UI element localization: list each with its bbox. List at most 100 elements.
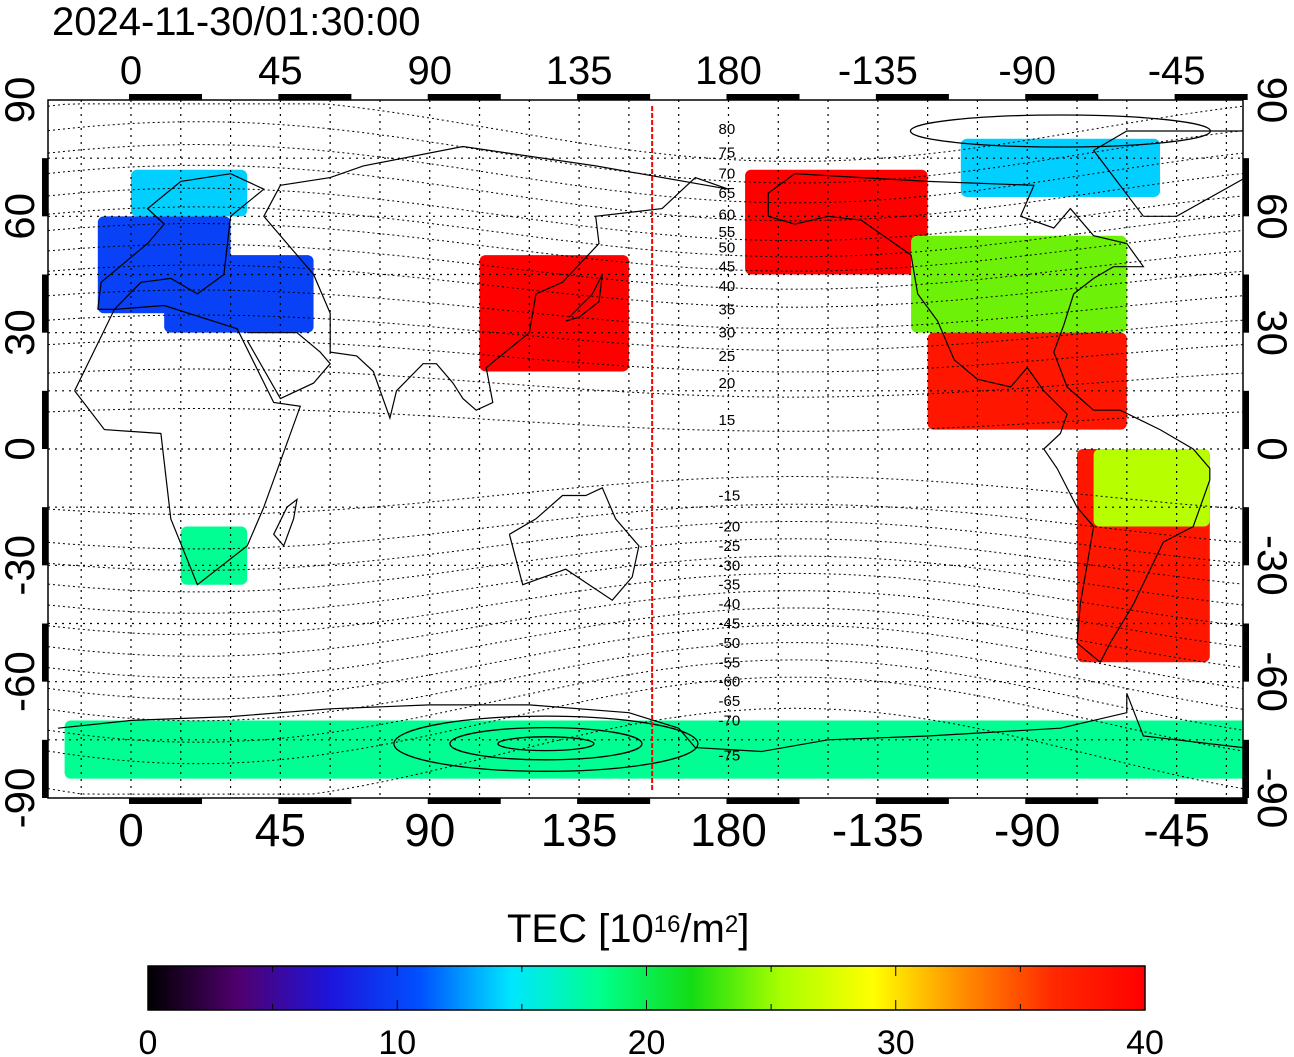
axis-tick-bar [1243, 274, 1249, 333]
contour-label: 80 [718, 121, 735, 138]
axis-tick-bar [726, 798, 800, 804]
axis-tick-bar [1174, 94, 1248, 100]
axis-tick-bar [427, 94, 501, 100]
colorbar: 0 10 20 30 40 [139, 965, 1164, 1057]
axis-tick-bar [1243, 623, 1249, 682]
axis-tick-labels: 0 45 90 135 180 -135 -90 -450 45 90 135 180 -135 -90-… [0, 49, 1294, 856]
contour-line [48, 538, 1243, 593]
contour-label: 75 [718, 144, 735, 161]
contour-label: -15 [718, 488, 740, 505]
top-lon-label: -90 [998, 49, 1056, 93]
axis-tick-bar [1243, 158, 1249, 217]
coastline [246, 332, 331, 400]
axis-tick-bar [1243, 507, 1249, 566]
contour-line [48, 676, 1243, 765]
right-lat-label: 60 [1249, 193, 1294, 240]
colorbar-tick-label: 40 [1126, 1024, 1164, 1057]
contour-label: 30 [718, 325, 735, 342]
contour-label: 45 [718, 259, 735, 276]
contour-label: 25 [718, 348, 735, 365]
coastline [74, 304, 302, 586]
right-lat-label: 90 [1249, 77, 1294, 124]
contour-label: -45 [718, 616, 740, 633]
tec-region [164, 255, 314, 333]
contour-ring [449, 726, 643, 761]
contour-label: -40 [718, 596, 740, 613]
contour-label: 15 [718, 412, 735, 429]
coastline [263, 145, 729, 421]
colorbar-title-close: ] [738, 907, 750, 951]
contour-label: 40 [718, 278, 735, 295]
contour-label: -20 [718, 519, 740, 536]
right-lat-label: 0 [1249, 437, 1294, 460]
top-lon-label: 45 [258, 49, 303, 93]
left-lat-label: -90 [0, 768, 43, 829]
axis-tick-bar [1025, 94, 1099, 100]
tec-region [960, 138, 1161, 197]
right-lat-label: -30 [1249, 535, 1294, 596]
tec-data-layer [64, 138, 1243, 779]
right-lat-label: -60 [1249, 651, 1294, 712]
contour-label: -35 [718, 577, 740, 594]
bottom-lon-label: 0 [118, 804, 144, 856]
bottom-lon-label: 180 [690, 804, 767, 856]
right-lat-label: -90 [1249, 768, 1294, 829]
left-lat-label: -60 [0, 651, 43, 712]
contour-line [48, 572, 1243, 636]
contour-label: 60 [718, 206, 735, 223]
axis-tick-bar [278, 798, 352, 804]
axis-tick-bar [577, 94, 651, 100]
contour-line [48, 368, 1243, 398]
top-lon-label: 90 [407, 49, 452, 93]
bottom-lon-label: 90 [404, 804, 455, 856]
bottom-lon-label: -135 [832, 804, 924, 856]
colorbar-title-exponent: 16 [653, 911, 681, 938]
contour-line [48, 164, 1243, 222]
contour-line [48, 143, 1243, 204]
colorbar-tick-label: 0 [139, 1024, 158, 1057]
contour-line [48, 206, 1243, 258]
axis-tick-bar [128, 94, 203, 100]
coastline [508, 486, 640, 601]
bottom-lon-label: 45 [255, 804, 306, 856]
axis-tick-bar [1025, 798, 1099, 804]
left-lat-label: 60 [0, 193, 43, 240]
top-lon-label: 0 [120, 49, 142, 93]
tec-region [1093, 449, 1210, 527]
axis-tick-bar [278, 94, 352, 100]
axis-tick-bar [42, 507, 48, 566]
contour-label: 65 [718, 185, 735, 202]
contour-line [48, 590, 1243, 657]
colorbar-title-exponent-2: 2 [724, 911, 739, 938]
axis-tick-bar [577, 798, 651, 804]
colorbar-title-main: TEC [10 [507, 907, 654, 951]
axis-tick-bar [875, 798, 949, 804]
axis-tick-bar [42, 274, 48, 333]
coastline [97, 173, 265, 310]
contour-label: -55 [718, 654, 740, 671]
contour-label: -70 [718, 712, 740, 729]
axis-tick-bar [1174, 798, 1248, 804]
top-lon-label: 180 [695, 49, 762, 93]
colorbar-tick-label: 20 [628, 1024, 666, 1057]
contour-label: -75 [718, 747, 740, 764]
contour-label: -30 [718, 557, 740, 574]
bottom-lon-label: -45 [1143, 804, 1209, 856]
bottom-lon-label: -90 [994, 804, 1060, 856]
top-lon-label: -135 [838, 49, 918, 93]
contour-line [48, 121, 1243, 184]
axis-tick-bar [726, 94, 800, 100]
tec-region [180, 526, 248, 585]
axis-tick-bar [427, 798, 501, 804]
top-lon-label: -45 [1148, 49, 1206, 93]
top-lon-label: 135 [546, 49, 613, 93]
contour-line [48, 555, 1243, 614]
left-lat-label: 90 [0, 77, 43, 124]
coastline [272, 497, 298, 547]
colorbar-title-unit: /m [680, 907, 725, 951]
contour-line [48, 103, 1243, 162]
tec-region [911, 235, 1127, 333]
axis-tick-bar [42, 739, 48, 798]
colorbar-tick-label: 10 [378, 1024, 416, 1057]
contour-line [48, 659, 1243, 743]
